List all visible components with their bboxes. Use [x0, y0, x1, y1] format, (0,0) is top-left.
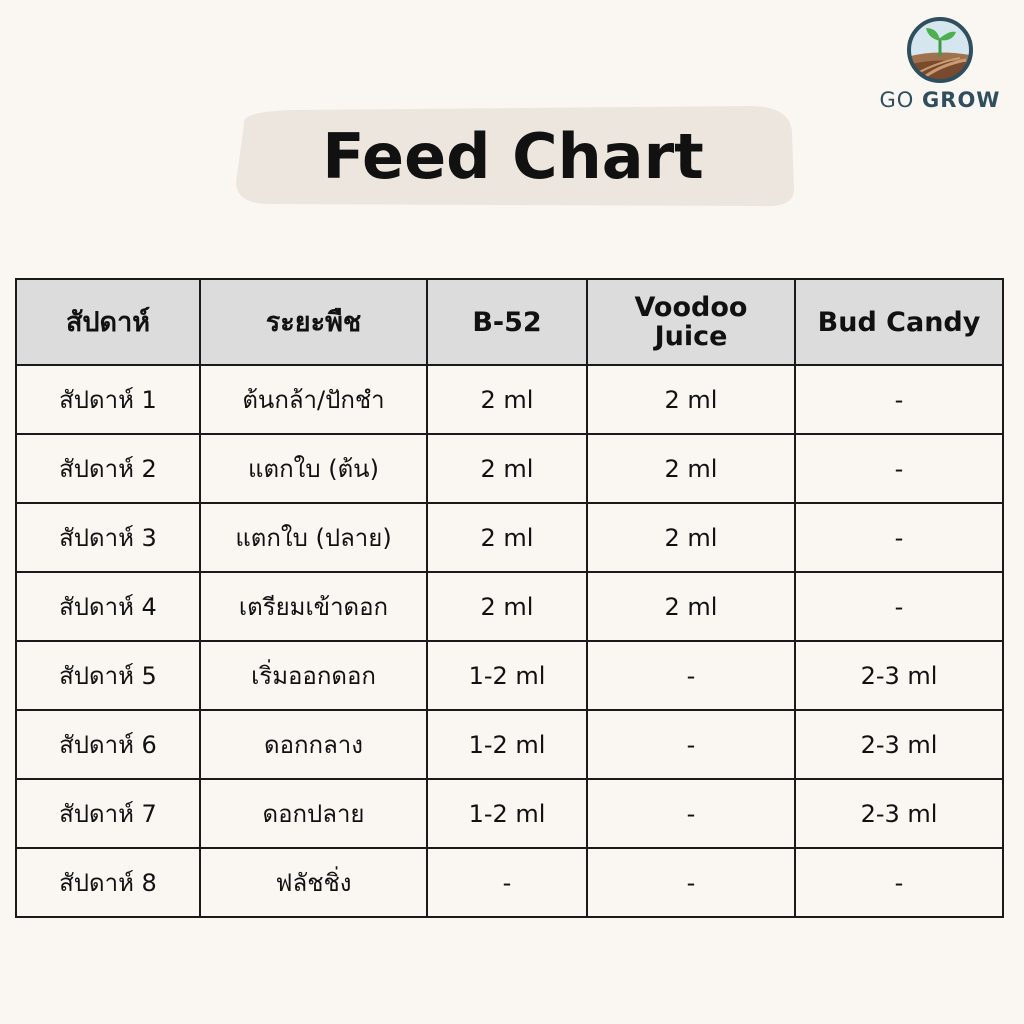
cell-week: สัปดาห์ 5 — [15, 640, 201, 711]
header-week: สัปดาห์ — [15, 278, 201, 366]
cell-stage: ดอกปลาย — [199, 778, 428, 849]
table-body: สัปดาห์ 1 ต้นกล้า/ปักชำ 2 ml 2 ml - สัปดาห์ 2… — [15, 364, 1004, 918]
cell-week: สัปดาห์ 3 — [15, 502, 201, 573]
table-row: สัปดาห์ 8 ฟลัชชิ่ง - - - — [15, 847, 1004, 918]
cell-b52: - — [426, 847, 588, 918]
cell-voodoo-juice: 2 ml — [586, 502, 796, 573]
cell-voodoo-juice: - — [586, 847, 796, 918]
table-row: สัปดาห์ 4 เตรียมเข้าดอก 2 ml 2 ml - — [15, 571, 1004, 642]
cell-voodoo-juice: - — [586, 640, 796, 711]
sprout-logo-icon — [907, 17, 973, 83]
cell-bud-candy: - — [794, 847, 1004, 918]
brand-logo: GO GROW — [870, 14, 1010, 114]
cell-voodoo-juice: 2 ml — [586, 571, 796, 642]
cell-voodoo-juice: 2 ml — [586, 433, 796, 504]
header-stage: ระยะพืช — [199, 278, 428, 366]
table-row: สัปดาห์ 7 ดอกปลาย 1-2 ml -2-3 ml — [15, 778, 1004, 849]
table-row: สัปดาห์ 2 แตกใบ (ต้น) 2 ml 2 ml - — [15, 433, 1004, 504]
cell-bud-candy: 2-3 ml — [794, 640, 1004, 711]
header-bud-candy: Bud Candy — [794, 278, 1004, 366]
cell-bud-candy: - — [794, 433, 1004, 504]
table-row: สัปดาห์ 3 แตกใบ (ปลาย) 2 ml 2 ml - — [15, 502, 1004, 573]
header-b52: B-52 — [426, 278, 588, 366]
cell-week: สัปดาห์ 6 — [15, 709, 201, 780]
cell-stage: ฟลัชชิ่ง — [199, 847, 428, 918]
cell-week: สัปดาห์ 4 — [15, 571, 201, 642]
brand-name: GO GROW — [872, 88, 1008, 112]
cell-week: สัปดาห์ 2 — [15, 433, 201, 504]
cell-b52: 1-2 ml — [426, 640, 588, 711]
cell-bud-candy: 2-3 ml — [794, 709, 1004, 780]
table-row: สัปดาห์ 1 ต้นกล้า/ปักชำ 2 ml 2 ml - — [15, 364, 1004, 435]
feed-chart-table: สัปดาห์ ระยะพืช B-52 Voodoo Juice Bud Candy ส… — [15, 278, 1004, 918]
cell-bud-candy: - — [794, 571, 1004, 642]
brand-word-go: GO — [879, 88, 915, 112]
cell-bud-candy: - — [794, 502, 1004, 573]
cell-b52: 1-2 ml — [426, 778, 588, 849]
cell-voodoo-juice: - — [586, 709, 796, 780]
table-row: สัปดาห์ 5 เริ่มออกดอก 1-2 ml -2-3 ml — [15, 640, 1004, 711]
cell-week: สัปดาห์ 7 — [15, 778, 201, 849]
cell-stage: แตกใบ (ปลาย) — [199, 502, 428, 573]
cell-stage: เตรียมเข้าดอก — [199, 571, 428, 642]
brand-word-grow: GROW — [922, 88, 1001, 112]
cell-bud-candy: - — [794, 364, 1004, 435]
title-highlight-shape — [236, 106, 794, 207]
cell-b52: 1-2 ml — [426, 709, 588, 780]
cell-b52: 2 ml — [426, 502, 588, 573]
header-voodoo-juice: Voodoo Juice — [586, 278, 796, 366]
cell-week: สัปดาห์ 8 — [15, 847, 201, 918]
cell-stage: เริ่มออกดอก — [199, 640, 428, 711]
cell-voodoo-juice: - — [586, 778, 796, 849]
page-title: Feed Chart — [322, 120, 704, 193]
cell-week: สัปดาห์ 1 — [15, 364, 201, 435]
cell-b52: 2 ml — [426, 571, 588, 642]
cell-stage: แตกใบ (ต้น) — [199, 433, 428, 504]
cell-stage: ต้นกล้า/ปักชำ — [199, 364, 428, 435]
cell-b52: 2 ml — [426, 433, 588, 504]
cell-stage: ดอกกลาง — [199, 709, 428, 780]
cell-b52: 2 ml — [426, 364, 588, 435]
cell-voodoo-juice: 2 ml — [586, 364, 796, 435]
table-header-row: สัปดาห์ ระยะพืช B-52 Voodoo Juice Bud Candy — [15, 278, 1004, 366]
cell-bud-candy: 2-3 ml — [794, 778, 1004, 849]
table-row: สัปดาห์ 6 ดอกกลาง 1-2 ml -2-3 ml — [15, 709, 1004, 780]
